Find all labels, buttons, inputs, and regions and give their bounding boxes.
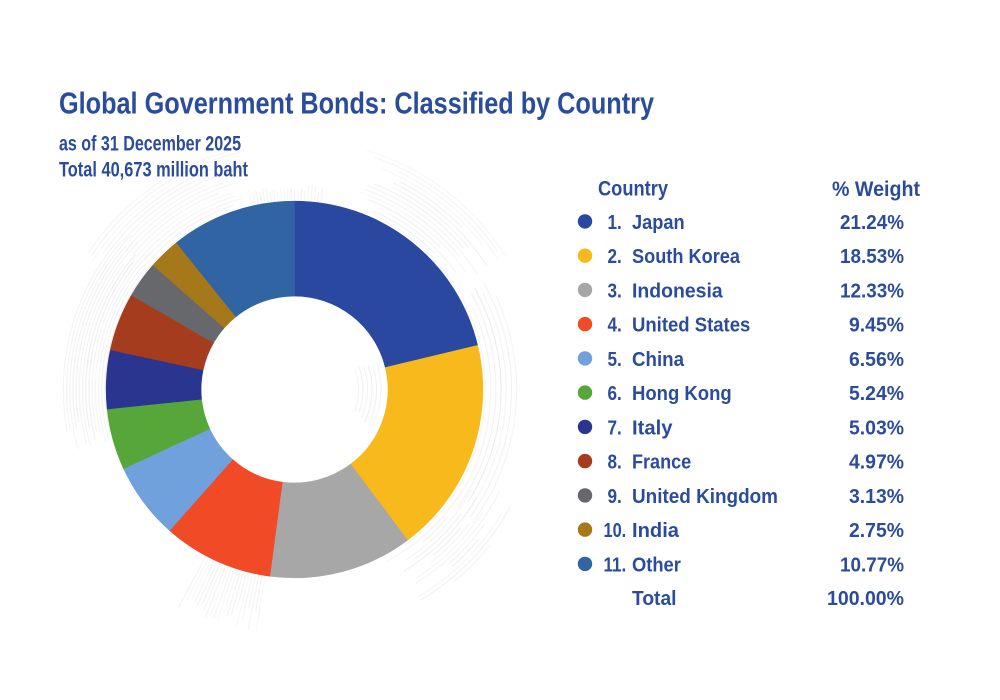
svg-text:Japan: Japan: [632, 211, 685, 234]
svg-text:9.45%: 9.45%: [849, 314, 904, 337]
svg-text:4.97%: 4.97%: [849, 451, 904, 474]
svg-text:11.: 11.: [604, 553, 627, 576]
svg-text:3.13%: 3.13%: [849, 485, 904, 508]
svg-text:6.: 6.: [608, 382, 622, 405]
svg-text:% Weight: % Weight: [832, 178, 920, 201]
svg-text:France: France: [632, 451, 691, 474]
svg-text:6.56%: 6.56%: [849, 348, 904, 371]
svg-text:as of 31 December 2025: as of 31 December 2025: [59, 133, 241, 156]
svg-text:Italy: Italy: [632, 416, 673, 439]
svg-text:18.53%: 18.53%: [840, 245, 904, 268]
svg-text:United States: United States: [632, 314, 750, 337]
svg-text:Hong Kong: Hong Kong: [632, 382, 732, 405]
svg-text:10.77%: 10.77%: [840, 553, 904, 576]
svg-text:100.00%: 100.00%: [827, 587, 904, 610]
svg-text:Other: Other: [632, 553, 681, 576]
svg-text:Global Government Bonds: Class: Global Government Bonds: Classified by C…: [59, 86, 655, 121]
svg-text:Total: Total: [632, 587, 677, 610]
svg-text:5.: 5.: [608, 348, 622, 371]
svg-text:1.: 1.: [608, 211, 622, 234]
svg-text:Country: Country: [598, 178, 668, 201]
svg-text:12.33%: 12.33%: [840, 279, 904, 302]
svg-text:10.: 10.: [604, 519, 627, 542]
svg-text:2.75%: 2.75%: [849, 519, 904, 542]
svg-text:2.: 2.: [608, 245, 622, 268]
svg-text:9.: 9.: [608, 485, 622, 508]
svg-text:8.: 8.: [608, 451, 622, 474]
svg-text:United Kingdom: United Kingdom: [632, 485, 778, 508]
svg-text:Total 40,673 million baht: Total 40,673 million baht: [59, 159, 248, 182]
svg-text:South Korea: South Korea: [632, 245, 740, 268]
svg-text:5.24%: 5.24%: [849, 382, 904, 405]
svg-text:India: India: [632, 519, 680, 542]
svg-text:Indonesia: Indonesia: [632, 279, 723, 302]
svg-text:7.: 7.: [608, 416, 622, 439]
svg-text:5.03%: 5.03%: [849, 416, 904, 439]
svg-text:China: China: [632, 348, 684, 371]
svg-text:4.: 4.: [608, 314, 622, 337]
svg-text:21.24%: 21.24%: [840, 211, 904, 234]
svg-text:3.: 3.: [608, 279, 622, 302]
